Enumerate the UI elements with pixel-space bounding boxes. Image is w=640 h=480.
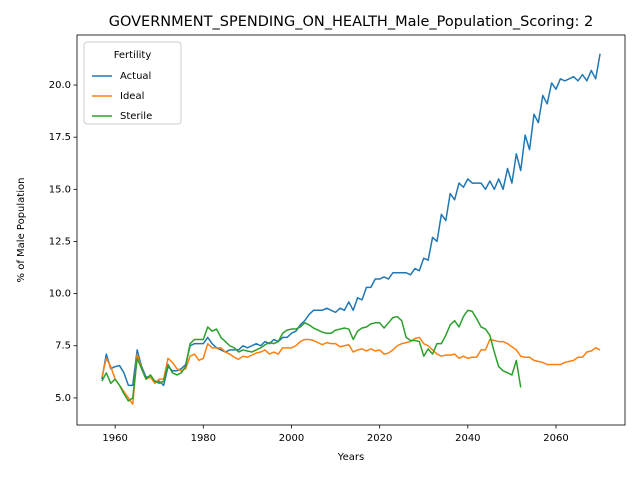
x-axis-label: Years: [337, 452, 364, 463]
y-tick-label: 15.0: [49, 184, 71, 195]
line-series: [101, 336, 601, 405]
line-series: [101, 309, 522, 402]
x-tick-label: 2020: [367, 433, 392, 444]
x-tick-label: 1980: [191, 433, 216, 444]
x-tick-label: 2060: [543, 433, 568, 444]
x-tick-label: 2040: [455, 433, 480, 444]
y-tick-label: 12.5: [49, 236, 71, 247]
y-tick-label: 17.5: [49, 132, 71, 143]
x-tick-label: 2000: [279, 433, 304, 444]
y-axis-label: % of Male Population: [16, 178, 27, 283]
legend-label: Actual: [120, 71, 151, 82]
chart-title: GOVERNMENT_SPENDING_ON_HEALTH_Male_Popul…: [109, 14, 594, 30]
legend-label: Sterile: [120, 111, 152, 122]
legend: Fertility Actual Ideal Sterile: [83, 41, 182, 125]
y-tick-label: 10.0: [49, 289, 71, 300]
legend-box: [83, 41, 182, 125]
legend-label: Ideal: [120, 91, 144, 102]
y-tick-label: 5.0: [55, 393, 71, 404]
legend-title: Fertility: [114, 50, 152, 61]
x-tick-label: 1960: [102, 433, 127, 444]
line-series: [101, 53, 601, 387]
y-tick-label: 7.5: [55, 341, 71, 352]
plot-frame: [76, 34, 626, 426]
y-tick-label: 20.0: [49, 80, 71, 91]
